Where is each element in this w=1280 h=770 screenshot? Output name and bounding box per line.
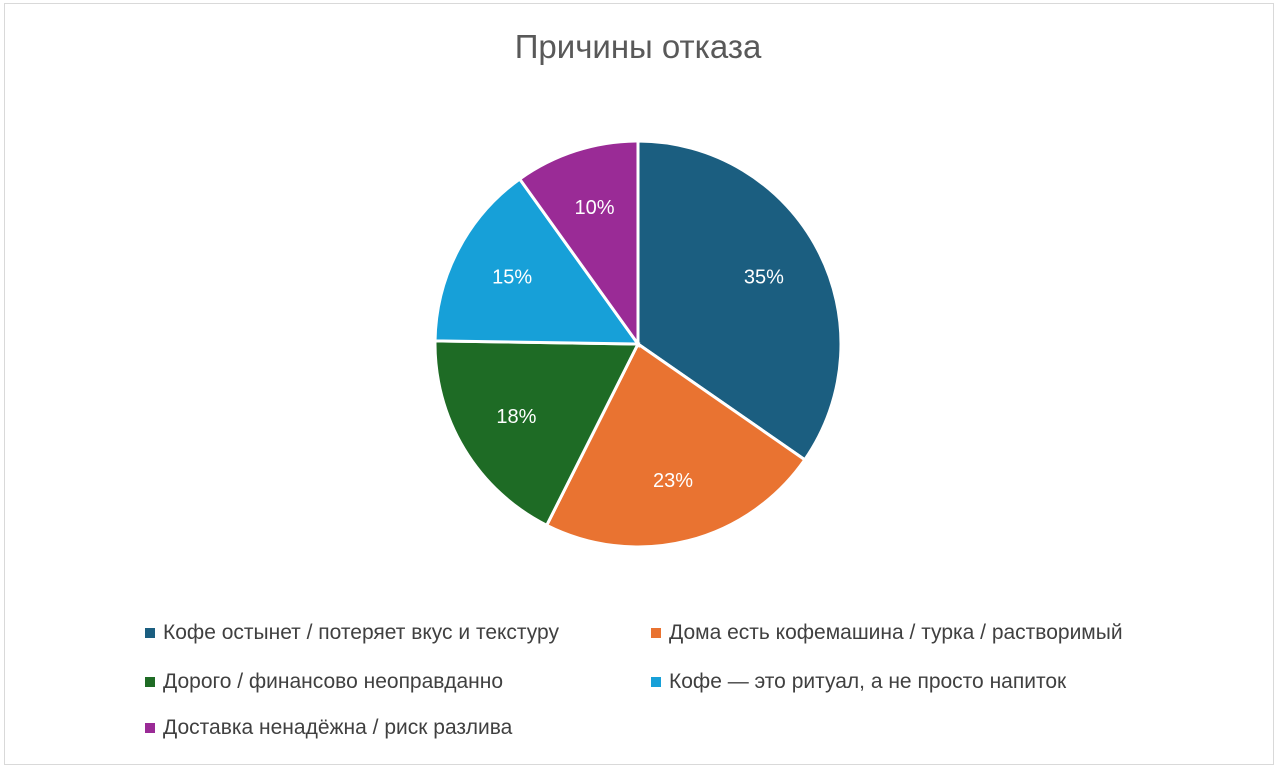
data-label-1: 35% — [744, 266, 784, 288]
legend-label: Доставка ненадёжна / риск разлива — [163, 716, 513, 739]
data-label-2: 23% — [653, 470, 693, 492]
legend-swatch — [145, 628, 155, 638]
legend-label: Дома есть кофемашина / турка / растворим… — [669, 621, 1123, 644]
data-label-4: 15% — [492, 266, 532, 288]
legend-item-4: Кофе — это ритуал, а не просто напиток — [651, 670, 1066, 694]
legend-swatch — [651, 677, 661, 687]
legend-item-3: Дорого / финансово неоправданно — [145, 670, 503, 694]
legend-label: Кофе — это ритуал, а не просто напиток — [669, 670, 1067, 693]
pie-slice-2 — [544, 341, 807, 549]
legend-label: Дорого / финансово неоправданно — [163, 670, 504, 693]
data-label-3: 18% — [496, 406, 536, 428]
legend-item-1: Кофе остынет / потеряет вкус и текстуру — [145, 621, 559, 645]
legend-item-5: Доставка ненадёжна / риск разлива — [145, 716, 512, 740]
pie-slice-1 — [636, 139, 843, 462]
legend-swatch — [651, 628, 661, 638]
legend-swatch — [145, 677, 155, 687]
chart-title: Причины отказа — [514, 28, 762, 65]
pie-slice-5 — [517, 139, 640, 349]
legend-swatch — [145, 723, 155, 733]
data-label-5: 10% — [574, 197, 614, 219]
legend-item-2: Дома есть кофемашина / турка / растворим… — [651, 621, 1123, 645]
legend-label: Кофе остынет / потеряет вкус и текстуру — [163, 621, 559, 644]
pie-slice-3 — [433, 339, 641, 528]
pie-slice-4 — [433, 176, 641, 346]
